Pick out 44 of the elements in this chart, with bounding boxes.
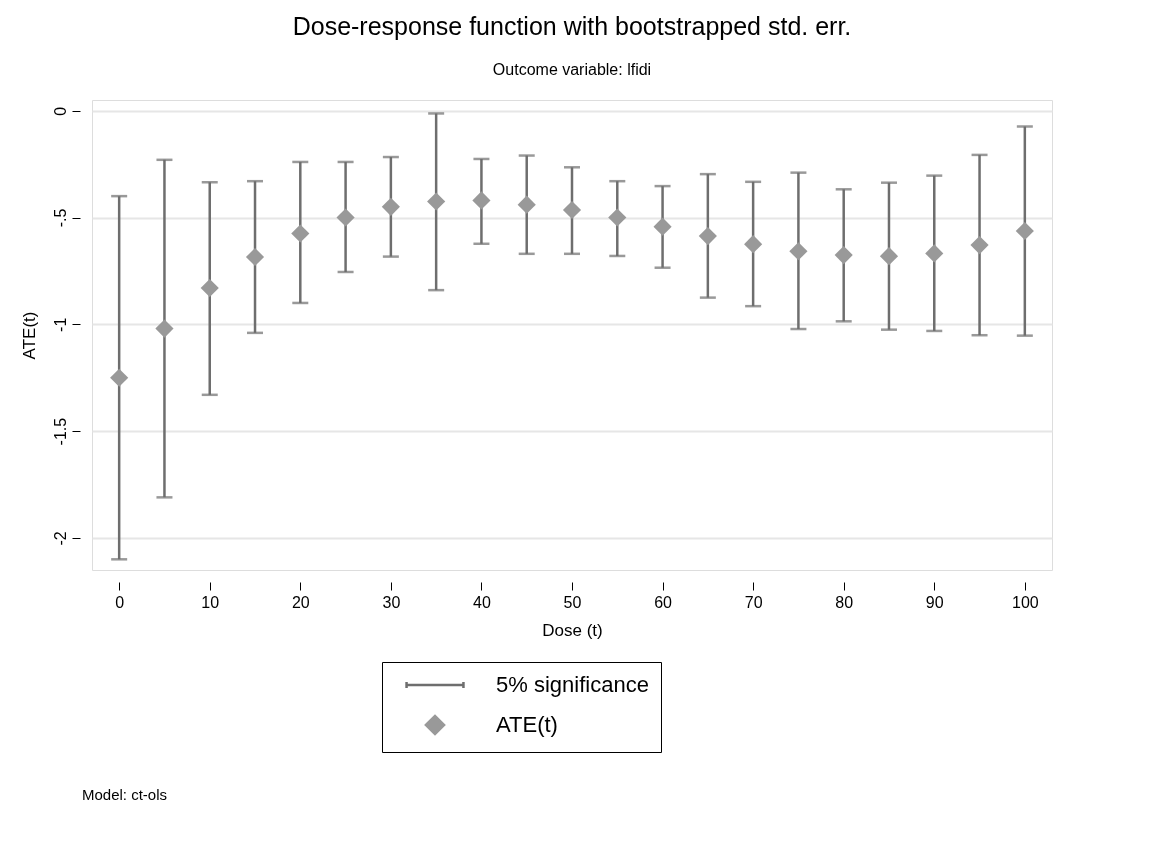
point	[879, 247, 899, 266]
y-axis-title: ATE(t)	[19, 311, 39, 360]
point	[698, 227, 717, 246]
x-axis-title: Dose (t)	[542, 620, 603, 640]
x-tick-label: 70	[744, 593, 763, 611]
point	[336, 208, 355, 227]
x-tick-label: 10	[201, 593, 220, 611]
y-tick-label: 0	[51, 106, 69, 116]
point	[789, 242, 808, 261]
x-tick-label: 0	[115, 593, 125, 611]
legend-label: ATE(t)	[496, 712, 558, 737]
point	[381, 197, 400, 216]
x-tick-label: 20	[291, 593, 310, 611]
point	[970, 235, 989, 255]
y-tick-label: -1.5	[51, 417, 69, 446]
point	[744, 235, 763, 254]
point	[517, 195, 536, 214]
x-tick-label: 60	[654, 593, 673, 611]
point	[155, 319, 174, 338]
x-tick-label: 80	[835, 593, 854, 611]
point	[427, 192, 446, 211]
point	[245, 247, 265, 267]
point	[653, 217, 672, 236]
point	[291, 224, 310, 243]
x-tick-label: 40	[473, 593, 491, 611]
point	[1015, 221, 1034, 241]
point	[834, 246, 853, 265]
x-tick-label: 90	[925, 593, 944, 611]
point	[200, 278, 219, 298]
point	[925, 244, 944, 263]
x-tick-label: 30	[382, 593, 401, 611]
x-tick-label: 100	[1011, 593, 1039, 611]
y-tick-label: -2	[51, 531, 69, 546]
text: Model: ct-ols	[82, 786, 168, 803]
y-tick-label: -.5	[51, 208, 69, 228]
x-tick-label: 50	[563, 593, 582, 611]
chart-subtitle: Outcome variable: lfidi	[492, 61, 652, 78]
point	[110, 368, 129, 387]
point	[608, 208, 627, 227]
text: 5% significance	[496, 672, 649, 697]
y-tick-label: -1	[51, 317, 69, 332]
chart-title: Dose-response function with bootstrapped std. err.	[292, 12, 852, 40]
point	[562, 200, 582, 220]
point	[472, 191, 491, 210]
